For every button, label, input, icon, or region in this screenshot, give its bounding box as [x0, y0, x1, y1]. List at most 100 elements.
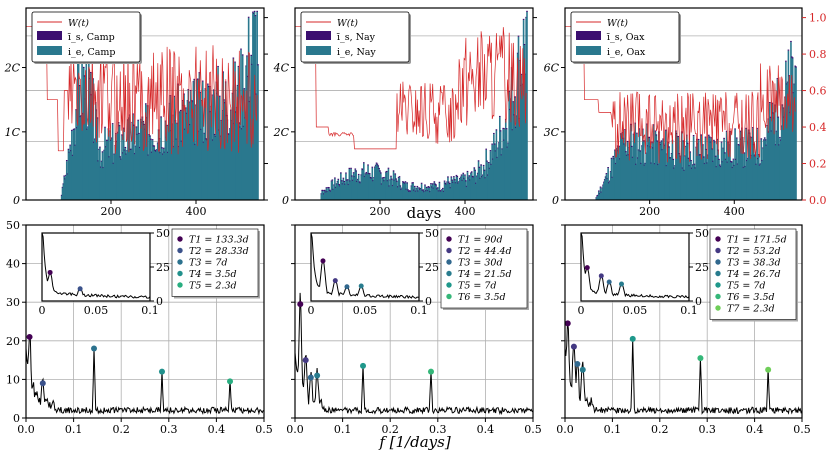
ie-bar — [463, 179, 465, 200]
is-bar — [103, 149, 105, 151]
is-bar — [95, 109, 98, 111]
ie-bar — [487, 175, 489, 200]
is-bar — [608, 182, 610, 184]
ie-bar — [372, 181, 374, 200]
ie-bar — [632, 134, 635, 200]
ie-bar — [230, 121, 233, 200]
ie-bar — [680, 159, 682, 200]
ie-bar — [746, 158, 749, 200]
is-bar — [408, 190, 411, 192]
is-bar — [721, 161, 724, 163]
is-bar — [200, 128, 202, 131]
x-tick-label: 400 — [724, 205, 745, 218]
is-bar — [187, 88, 190, 91]
ie-bar — [184, 108, 187, 200]
is-bar — [408, 190, 410, 192]
ie-bar — [96, 118, 99, 200]
peak-legend-box — [171, 228, 259, 297]
ie-bar — [635, 164, 637, 200]
is-bar — [471, 175, 474, 178]
ie-bar — [377, 166, 380, 200]
ie-bar — [185, 113, 188, 200]
is-bar — [710, 137, 713, 139]
ie-bar — [605, 174, 608, 200]
ie-bar — [634, 123, 637, 200]
ie-bar — [102, 168, 105, 200]
ie-bar — [94, 139, 96, 200]
is-bar — [704, 136, 707, 138]
legend-label-w: W(t) — [68, 18, 89, 29]
is-bar — [734, 128, 736, 130]
is-bar — [655, 134, 658, 136]
is-bar — [760, 138, 763, 140]
is-bar — [191, 101, 194, 103]
is-bar — [416, 185, 419, 188]
ie-bar — [487, 163, 490, 200]
is-bar — [681, 167, 684, 169]
ie-bar — [709, 142, 712, 200]
peak-legend-marker — [715, 270, 721, 277]
is-bar — [718, 158, 720, 161]
is-bar — [238, 122, 241, 124]
is-bar — [456, 175, 459, 178]
is-bar — [414, 185, 416, 188]
is-bar — [466, 170, 469, 173]
is-bar — [369, 177, 372, 179]
is-bar — [89, 71, 92, 74]
is-bar — [67, 148, 70, 150]
ie-bar — [444, 183, 447, 200]
is-bar — [386, 180, 389, 182]
is-bar — [163, 151, 166, 153]
is-bar — [326, 191, 329, 193]
is-bar — [101, 151, 104, 153]
inset-bg — [42, 233, 150, 301]
x-tick-label: 0.4 — [477, 423, 495, 436]
ie-bar — [75, 110, 77, 200]
is-bar — [129, 148, 132, 151]
peak-legend-marker — [715, 293, 721, 300]
is-bar — [625, 154, 628, 156]
is-bar — [496, 156, 499, 159]
is-bar — [669, 157, 672, 159]
is-bar — [397, 176, 400, 179]
ie-bar — [482, 166, 485, 200]
is-bar — [687, 157, 690, 159]
ie-bar — [668, 147, 670, 200]
ie-bar — [742, 168, 745, 200]
is-bar — [196, 78, 199, 80]
is-bar — [411, 182, 414, 184]
ie-bar — [773, 118, 775, 200]
ie-bar — [70, 151, 72, 200]
is-bar — [751, 136, 753, 138]
ie-bar — [128, 115, 131, 200]
ie-bar — [423, 192, 425, 200]
is-bar — [152, 145, 155, 147]
ie-bar — [767, 119, 769, 200]
is-bar — [73, 128, 76, 130]
is-bar — [614, 162, 617, 165]
ie-bar — [162, 154, 164, 200]
ie-bar — [609, 181, 611, 200]
is-bar — [104, 126, 106, 128]
ie-bar — [170, 131, 173, 200]
is-bar — [62, 183, 65, 185]
is-bar — [499, 115, 501, 118]
ie-bar — [675, 134, 678, 200]
is-bar — [324, 191, 327, 193]
ie-bar — [414, 191, 417, 200]
ie-bar — [353, 177, 356, 200]
is-bar — [111, 137, 113, 139]
ie-bar — [631, 157, 634, 200]
is-bar — [455, 174, 458, 177]
is-bar — [606, 177, 609, 180]
is-bar — [495, 129, 498, 131]
is-bar — [377, 165, 380, 167]
ie-bar — [675, 131, 677, 200]
ie-bar — [454, 183, 457, 200]
is-bar — [391, 184, 394, 187]
ie-bar — [734, 129, 736, 200]
ie-bar — [322, 191, 324, 200]
ie-bar — [779, 140, 782, 200]
inset-y-tick-label: 25 — [156, 261, 170, 274]
ie-bar — [240, 49, 242, 201]
